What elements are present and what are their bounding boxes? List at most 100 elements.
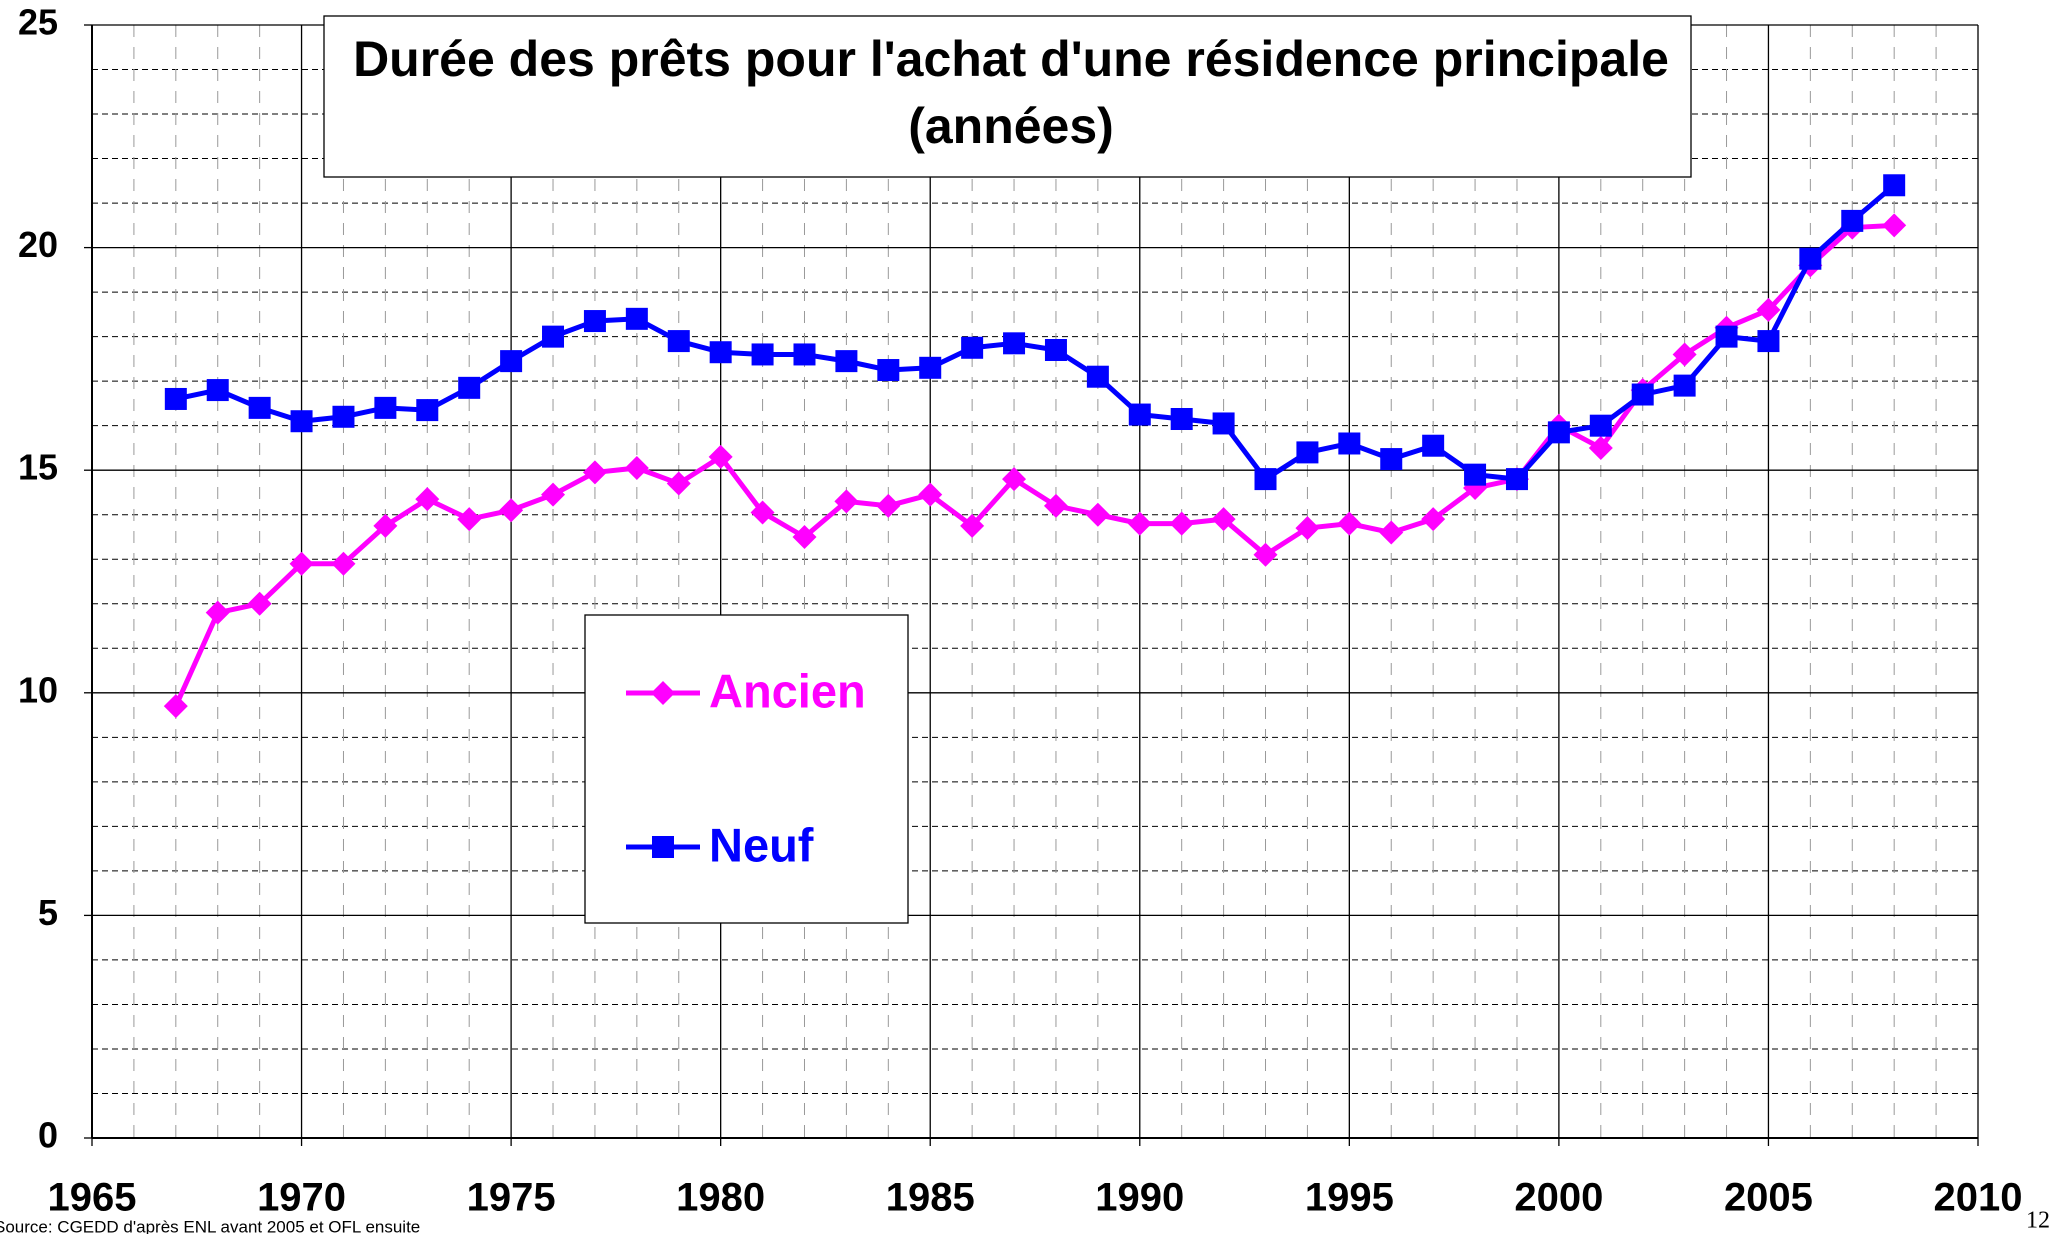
diamond-marker bbox=[205, 600, 230, 625]
diamond-marker bbox=[247, 591, 272, 616]
square-marker bbox=[458, 376, 481, 399]
square-marker bbox=[374, 396, 397, 419]
square-marker bbox=[1757, 330, 1780, 353]
diamond-marker bbox=[457, 507, 482, 532]
square-marker bbox=[709, 341, 732, 364]
square-marker bbox=[1883, 174, 1906, 197]
x-tick-label: 1970 bbox=[257, 1176, 346, 1220]
square-marker bbox=[1422, 434, 1445, 457]
diamond-marker bbox=[666, 471, 691, 496]
square-marker bbox=[1505, 468, 1528, 491]
diamond-marker bbox=[1002, 467, 1027, 492]
diamond-marker bbox=[651, 681, 675, 705]
square-marker bbox=[1841, 209, 1864, 232]
square-marker bbox=[416, 399, 439, 422]
square-marker bbox=[652, 836, 674, 858]
square-marker bbox=[667, 330, 690, 353]
square-marker bbox=[877, 359, 900, 382]
diamond-marker bbox=[792, 524, 817, 549]
x-tick-label: 1980 bbox=[676, 1176, 765, 1220]
square-marker bbox=[1799, 247, 1822, 270]
x-tick-label: 2010 bbox=[1934, 1176, 2023, 1220]
diamond-marker bbox=[1169, 511, 1194, 536]
square-marker bbox=[1673, 374, 1696, 397]
square-marker bbox=[1380, 448, 1403, 471]
square-marker bbox=[919, 356, 942, 379]
diamond-marker bbox=[1295, 516, 1320, 541]
square-marker bbox=[1086, 365, 1109, 388]
square-marker bbox=[961, 336, 984, 359]
diamond-marker bbox=[1672, 342, 1697, 367]
square-marker bbox=[1044, 338, 1067, 361]
y-tick-label: 5 bbox=[38, 892, 58, 933]
page-number: 12 bbox=[2026, 1208, 2050, 1234]
chart-title: (années) bbox=[908, 98, 1114, 154]
diamond-marker bbox=[1379, 520, 1404, 545]
diamond-marker bbox=[1043, 493, 1068, 518]
square-marker bbox=[332, 405, 355, 428]
diamond-marker bbox=[1085, 502, 1110, 527]
series-lines bbox=[163, 174, 1907, 719]
legend-label: Neuf bbox=[709, 818, 814, 871]
series-line bbox=[173, 222, 1895, 708]
diamond-marker bbox=[541, 482, 566, 507]
legend-box bbox=[584, 614, 909, 924]
square-marker bbox=[1547, 421, 1570, 444]
x-tick-label: 1975 bbox=[467, 1176, 556, 1220]
x-tick-label: 2005 bbox=[1724, 1176, 1813, 1220]
diamond-marker bbox=[1421, 507, 1446, 532]
y-tick-label: 10 bbox=[18, 669, 58, 710]
diamond-marker bbox=[1253, 542, 1278, 567]
square-marker bbox=[164, 387, 187, 410]
x-tick-label: 1990 bbox=[1095, 1176, 1184, 1220]
source-note: Source: CGEDD d'après ENL avant 2005 et … bbox=[0, 1217, 420, 1234]
square-marker bbox=[1003, 332, 1026, 355]
diamond-marker bbox=[499, 498, 524, 523]
square-marker bbox=[1212, 412, 1235, 435]
diamond-marker bbox=[415, 487, 440, 512]
square-marker bbox=[1464, 463, 1487, 486]
diamond-marker bbox=[289, 551, 314, 576]
y-tick-label: 20 bbox=[18, 224, 58, 265]
square-marker bbox=[542, 325, 565, 348]
diamond-marker bbox=[918, 482, 943, 507]
diamond-marker bbox=[331, 551, 356, 576]
diamond-marker bbox=[163, 694, 188, 719]
diamond-marker bbox=[1588, 435, 1613, 460]
square-marker bbox=[1170, 408, 1193, 431]
square-marker bbox=[290, 410, 313, 433]
series-line bbox=[175, 183, 1896, 482]
diamond-marker bbox=[373, 513, 398, 538]
square-marker bbox=[793, 343, 816, 366]
diamond-marker bbox=[1127, 511, 1152, 536]
diamond-marker bbox=[960, 513, 985, 538]
square-marker bbox=[583, 310, 606, 333]
square-marker bbox=[1128, 403, 1151, 426]
diamond-marker bbox=[708, 444, 733, 469]
square-marker bbox=[1296, 441, 1319, 464]
y-tick-label: 25 bbox=[18, 2, 58, 43]
square-marker bbox=[206, 379, 229, 402]
square-marker bbox=[1589, 414, 1612, 437]
diamond-marker bbox=[750, 500, 775, 525]
diamond-marker bbox=[624, 455, 649, 480]
diamond-marker bbox=[834, 489, 859, 514]
diamond-marker bbox=[876, 493, 901, 518]
diamond-marker bbox=[1756, 297, 1781, 322]
y-tick-label: 0 bbox=[38, 1115, 58, 1156]
square-marker bbox=[248, 396, 271, 419]
square-marker bbox=[751, 343, 774, 366]
square-marker bbox=[625, 307, 648, 330]
diamond-marker bbox=[1211, 507, 1236, 532]
legend: Ancien Neuf bbox=[626, 664, 866, 871]
diamond-marker bbox=[1882, 213, 1907, 238]
x-tick-label: 1965 bbox=[48, 1176, 137, 1220]
square-marker bbox=[835, 350, 858, 373]
diamond-marker bbox=[582, 460, 607, 485]
legend-label: Ancien bbox=[709, 664, 866, 717]
square-marker bbox=[1715, 325, 1738, 348]
chart-title: Durée des prêts pour l'achat d'une résid… bbox=[353, 31, 1669, 87]
x-tick-label: 1985 bbox=[886, 1176, 975, 1220]
